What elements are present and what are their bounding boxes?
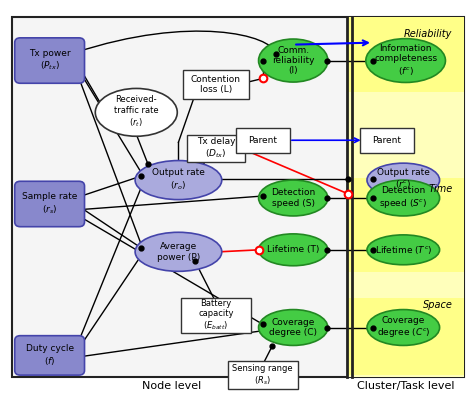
FancyBboxPatch shape	[347, 178, 464, 272]
Text: Time: Time	[428, 184, 453, 194]
FancyBboxPatch shape	[347, 17, 464, 93]
FancyBboxPatch shape	[360, 128, 414, 153]
Text: Received-
traffic rate
$(r_t)$: Received- traffic rate $(r_t)$	[114, 95, 159, 129]
FancyBboxPatch shape	[181, 298, 251, 333]
Text: Duty cycle
$(f)$: Duty cycle $(f)$	[26, 344, 73, 367]
Ellipse shape	[258, 309, 328, 345]
Text: Average
power (P): Average power (P)	[157, 242, 200, 261]
Text: Output rate
$(r_o^c)$: Output rate $(r_o^c)$	[377, 168, 430, 192]
FancyBboxPatch shape	[15, 38, 84, 83]
Ellipse shape	[135, 232, 222, 271]
Ellipse shape	[366, 39, 446, 82]
FancyBboxPatch shape	[236, 128, 290, 153]
Text: Coverage
degree (C): Coverage degree (C)	[269, 318, 317, 337]
Text: Sensing range
$(R_s)$: Sensing range $(R_s)$	[232, 364, 293, 387]
Ellipse shape	[367, 309, 439, 345]
Text: Detection
speed $(S^c)$: Detection speed $(S^c)$	[379, 186, 428, 210]
Ellipse shape	[367, 235, 439, 265]
Text: Contention
loss (L): Contention loss (L)	[191, 75, 241, 94]
Text: Sample rate
$(r_s)$: Sample rate $(r_s)$	[22, 192, 77, 216]
Ellipse shape	[95, 88, 177, 136]
Text: Node level: Node level	[142, 381, 201, 391]
FancyBboxPatch shape	[347, 298, 464, 375]
Text: Battery
capacity
$(E_{batt})$: Battery capacity $(E_{batt})$	[198, 299, 234, 332]
Ellipse shape	[258, 234, 328, 266]
Text: Reliability: Reliability	[404, 29, 453, 39]
Text: Space: Space	[423, 300, 453, 309]
Text: Detection
speed (S): Detection speed (S)	[271, 188, 315, 208]
Ellipse shape	[135, 160, 222, 200]
Text: Coverage
degree $(C^c)$: Coverage degree $(C^c)$	[376, 316, 430, 339]
FancyBboxPatch shape	[15, 181, 84, 227]
Ellipse shape	[367, 180, 439, 216]
Ellipse shape	[367, 163, 439, 197]
FancyBboxPatch shape	[183, 69, 249, 99]
Text: Parent: Parent	[373, 136, 401, 145]
Text: Information
completeness
$(f^c)$: Information completeness $(f^c)$	[374, 44, 437, 77]
Text: Lifetime (T): Lifetime (T)	[267, 245, 319, 254]
Text: Output rate
$(r_o)$: Output rate $(r_o)$	[152, 168, 205, 192]
Text: Lifetime $(T^c)$: Lifetime $(T^c)$	[374, 244, 432, 256]
FancyBboxPatch shape	[15, 336, 84, 375]
Ellipse shape	[258, 39, 328, 82]
Text: Parent: Parent	[248, 136, 277, 145]
Text: Tx power
$(P_{tx})$: Tx power $(P_{tx})$	[29, 49, 71, 72]
Text: Comm.
reliability
(l): Comm. reliability (l)	[272, 46, 314, 76]
FancyBboxPatch shape	[12, 17, 464, 377]
Text: Cluster/Task level: Cluster/Task level	[357, 381, 455, 391]
FancyBboxPatch shape	[228, 361, 298, 389]
FancyBboxPatch shape	[187, 135, 245, 162]
Ellipse shape	[258, 180, 328, 216]
Text: Tx delay
$(D_{tx})$: Tx delay $(D_{tx})$	[197, 137, 235, 160]
FancyBboxPatch shape	[347, 17, 464, 377]
